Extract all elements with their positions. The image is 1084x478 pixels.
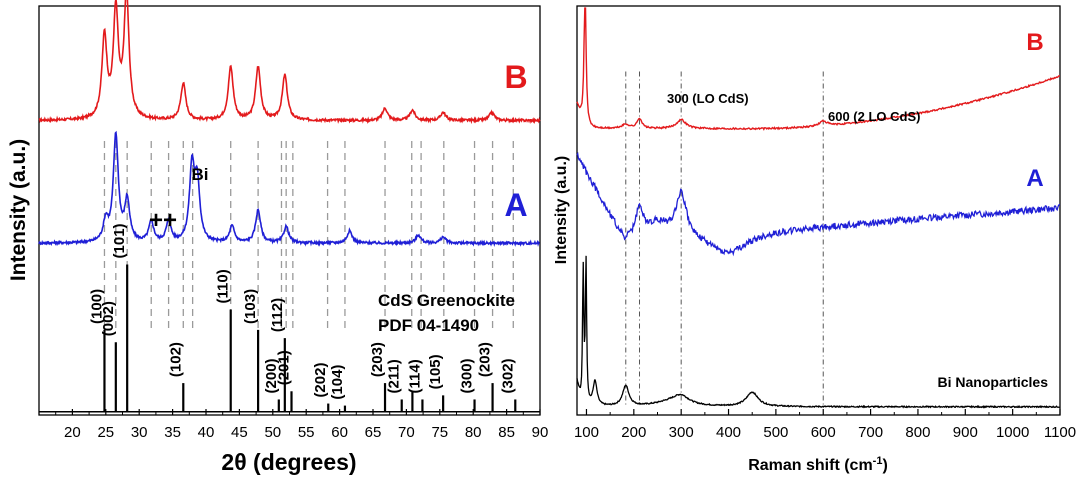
xrd-series-line-a	[38, 130, 541, 248]
raman-x-tick-label: 500	[763, 424, 788, 441]
xrd-hkl-label: (002)	[100, 301, 117, 336]
xrd-x-tick-label: 75	[431, 424, 448, 441]
xrd-x-tick-label: 60	[331, 424, 348, 441]
xrd-hkl-label: (102)	[167, 342, 184, 377]
xrd-reference-title: CdS Greenockite	[378, 291, 515, 310]
xrd-bi-annotation: Bi	[192, 165, 209, 184]
raman-x-tick-label: 1100	[1044, 424, 1076, 441]
raman-label-b: B	[1026, 29, 1043, 56]
xrd-hkl-label: (202)	[312, 363, 329, 398]
xrd-hkl-label: (105)	[427, 354, 444, 389]
xrd-x-tick-label: 65	[365, 424, 382, 441]
raman-x-tick-label: 200	[621, 424, 646, 441]
xrd-x-axis-label: 2θ (degrees)	[221, 449, 356, 475]
raman-x-tick-label: 400	[716, 424, 741, 441]
xrd-hkl-label: (211)	[386, 359, 403, 393]
xrd-x-tick-label: 50	[264, 424, 281, 441]
xrd-hkl-label: (100)	[88, 289, 105, 324]
xrd-x-tick-label: 35	[164, 424, 181, 441]
raman-panel: 100 200 300 400 500 600 700 800 900 1000 1100 B A …	[553, 5, 1076, 474]
raman-plot-frame	[576, 5, 1061, 416]
xrd-hkl-label: (101)	[111, 223, 128, 258]
xrd-panel: (100)(002) (101) (102) (110) (103) (200) (112)…	[7, 0, 548, 475]
raman-x-tick-label: 800	[905, 424, 930, 441]
xrd-x-tick-label: 70	[398, 424, 415, 441]
raman-series-line-b	[576, 7, 1061, 131]
raman-lo-annotation: 300 (LO CdS)	[667, 91, 749, 106]
xrd-label-b: B	[504, 59, 527, 95]
xrd-x-tick-label: 85	[498, 424, 515, 441]
xrd-hkl-label: (203)	[369, 342, 386, 377]
xrd-x-tick-label: 30	[131, 424, 148, 441]
xrd-hkl-label: (203)	[477, 342, 494, 377]
raman-series-line-a	[576, 151, 1061, 257]
xrd-series-line-b	[38, 0, 541, 125]
raman-label-a: A	[1026, 165, 1043, 192]
xrd-hkl-label: (103)	[242, 289, 259, 324]
xrd-hkl-label: (302)	[499, 358, 516, 393]
xrd-hkl-label: (114)	[406, 359, 423, 393]
xrd-label-a: A	[504, 187, 527, 223]
xrd-x-tick-label: 20	[64, 424, 81, 441]
xrd-plusplus-annotation: ++	[149, 207, 177, 234]
xrd-hkl-label: (112)	[269, 298, 286, 332]
raman-reference-lines	[625, 71, 824, 407]
xrd-hkl-label: (300)	[459, 358, 476, 393]
xrd-x-ticks: 20 25 30 35 40 45 50 55 60 65 70 75 80 85 90	[55, 409, 549, 441]
raman-y-axis-label: Intensity (a.u.)	[553, 156, 570, 264]
xrd-hkl-label: (110)	[215, 269, 232, 303]
xrd-x-tick-label: 25	[97, 424, 114, 441]
raman-series-line-bi-nanoparticles	[576, 255, 1060, 409]
xrd-x-tick-label: 55	[298, 424, 315, 441]
xrd-x-tick-label: 40	[198, 424, 215, 441]
xrd-hkl-label: (201)	[276, 350, 293, 385]
xrd-series	[38, 0, 541, 413]
raman-x-tick-label: 600	[811, 424, 836, 441]
raman-2lo-annotation: 600 (2 LO CdS)	[828, 109, 920, 124]
raman-x-tick-label: 300	[669, 424, 694, 441]
xrd-y-axis-label: Intensity (a.u.)	[7, 139, 30, 281]
raman-x-tick-label: 100	[574, 424, 599, 441]
xrd-reference-pdf: PDF 04-1490	[378, 316, 479, 335]
raman-x-tick-label: 1000	[996, 424, 1029, 441]
raman-x-axis-label: Raman shift (cm-1)	[748, 455, 888, 474]
xrd-x-tick-label: 45	[231, 424, 248, 441]
raman-series	[576, 7, 1061, 409]
xrd-hkl-labels: (100)(002) (101) (102) (110) (103) (200) (112)…	[88, 223, 516, 399]
xrd-x-tick-label: 90	[532, 424, 549, 441]
raman-x-tick-label: 700	[858, 424, 883, 441]
xrd-x-tick-label: 80	[465, 424, 482, 441]
raman-x-ticks: 100 200 300 400 500 600 700 800 900 1000 1100	[574, 409, 1076, 441]
raman-x-tick-label: 900	[953, 424, 978, 441]
raman-bi-np-label: Bi Nanoparticles	[938, 374, 1049, 390]
xrd-hkl-label: (104)	[329, 365, 346, 400]
xrd-hkl-label: (200)	[263, 358, 280, 393]
